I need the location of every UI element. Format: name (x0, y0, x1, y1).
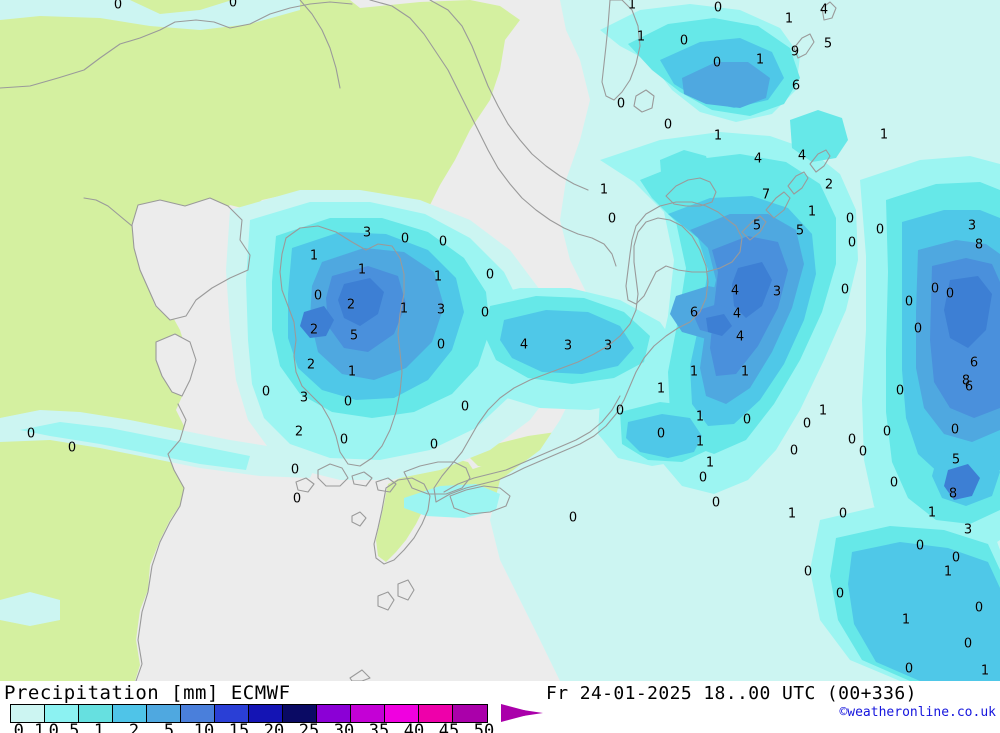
colorbar-tick: 35 (368, 721, 390, 733)
colorbar-band (79, 705, 113, 722)
colorbar-tick: 50 (473, 721, 495, 733)
coastline-layer (0, 0, 837, 681)
colorbar-tick: 10 (193, 721, 215, 733)
colorbar-band (249, 705, 283, 722)
colorbar-overflow-arrow (501, 704, 535, 722)
colorbar-band (283, 705, 317, 722)
colorbar-band (385, 705, 419, 722)
colorbar-band (113, 705, 147, 722)
colorbar-band (453, 705, 487, 722)
colorbar-tick: 15 (228, 721, 250, 733)
colorbar-band (181, 705, 215, 722)
colorbar-tick: 25 (298, 721, 320, 733)
colorbar-bands[interactable] (10, 704, 488, 723)
colorbar-band (351, 705, 385, 722)
map-footer: Precipitation [mm] ECMWF Fr 24-01-2025 1… (0, 681, 1000, 733)
legend-title: Precipitation [mm] ECMWF (4, 682, 291, 704)
colorbar[interactable] (10, 704, 488, 723)
precipitation-raster (0, 0, 1000, 681)
colorbar-tick: 0.1 (13, 721, 45, 733)
colorbar-band (11, 705, 45, 722)
colorbar-tick: 5 (163, 721, 175, 733)
colorbar-overflow-tip (523, 710, 543, 716)
colorbar-band (215, 705, 249, 722)
colorbar-band (317, 705, 351, 722)
colorbar-tick: 0.5 (48, 721, 80, 733)
colorbar-band (147, 705, 181, 722)
colorbar-band (419, 705, 453, 722)
colorbar-tick: 2 (128, 721, 140, 733)
colorbar-tick-labels: 0.1 0.5 1 2 5 10 15 20 25 30 35 40 45 50 (0, 721, 560, 733)
colorbar-tick: 30 (333, 721, 355, 733)
forecast-run-info: Fr 24-01-2025 18..00 UTC (00+336) (546, 683, 917, 704)
colorbar-band (45, 705, 79, 722)
colorbar-tick: 1 (93, 721, 105, 733)
colorbar-tick: 40 (403, 721, 425, 733)
copyright-notice: ©weatheronline.co.uk (839, 705, 996, 720)
colorbar-tick: 20 (263, 721, 285, 733)
colorbar-tick: 45 (438, 721, 460, 733)
precip-peak-cores (300, 262, 992, 500)
